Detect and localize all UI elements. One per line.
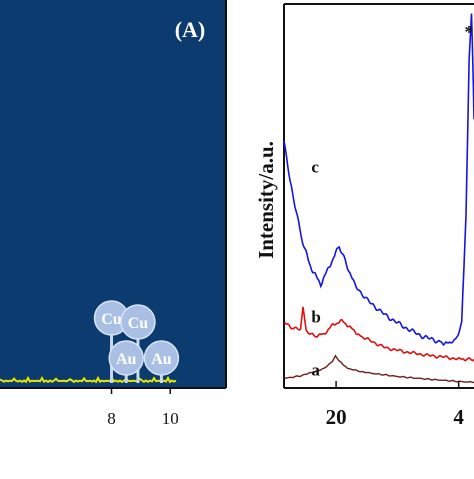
peak-marker-text: Cu <box>128 315 149 332</box>
series-c-label: c <box>311 158 319 177</box>
panel-a-x-ticks: 8 10 <box>107 388 179 428</box>
peak-marker-circle <box>143 340 180 376</box>
peak-label-au-2: Au <box>108 340 144 383</box>
panel-b-star-label: * <box>465 22 474 42</box>
peak-marker-circle <box>108 340 144 376</box>
peak-marker-text: Au <box>116 351 137 368</box>
panel-a-tick-label: 8 <box>107 409 116 428</box>
peak-marker-text: Au <box>151 351 172 368</box>
panel-a-peak-labels: Cu Cu Au Au <box>93 300 180 383</box>
series-b-line <box>283 306 474 362</box>
peak-marker-circle <box>120 304 156 340</box>
panel-b-series: a b c <box>283 13 474 384</box>
panel-b: Intensity/a.u. abc 204 * 2 <box>254 3 474 429</box>
series-a-line <box>283 354 474 384</box>
peak-marker-text: Cu <box>101 311 122 328</box>
panel-b-y-axis-label: Intensity/a.u. <box>254 141 278 259</box>
panel-b-tick-label: 4 <box>453 405 464 429</box>
series-a-label: a <box>311 360 320 379</box>
panel-b-x-ticks: 20 4 <box>326 381 464 429</box>
panel-b-tick-label: 20 <box>326 405 347 429</box>
panel-a-tick-label: 10 <box>162 409 179 428</box>
peak-label-au-3: Au <box>143 340 180 383</box>
panel-a-baseline-spectrum <box>0 375 177 384</box>
panel-a-label: (A) <box>175 17 206 42</box>
panel-a: (A) Cu Cu Au Au 8 10 <box>0 0 227 428</box>
series-b-label: b <box>311 307 320 326</box>
peak-label-cu-1: Cu <box>120 304 156 383</box>
peak-label-cu-0: Cu <box>93 300 130 383</box>
series-c-line <box>283 13 474 347</box>
